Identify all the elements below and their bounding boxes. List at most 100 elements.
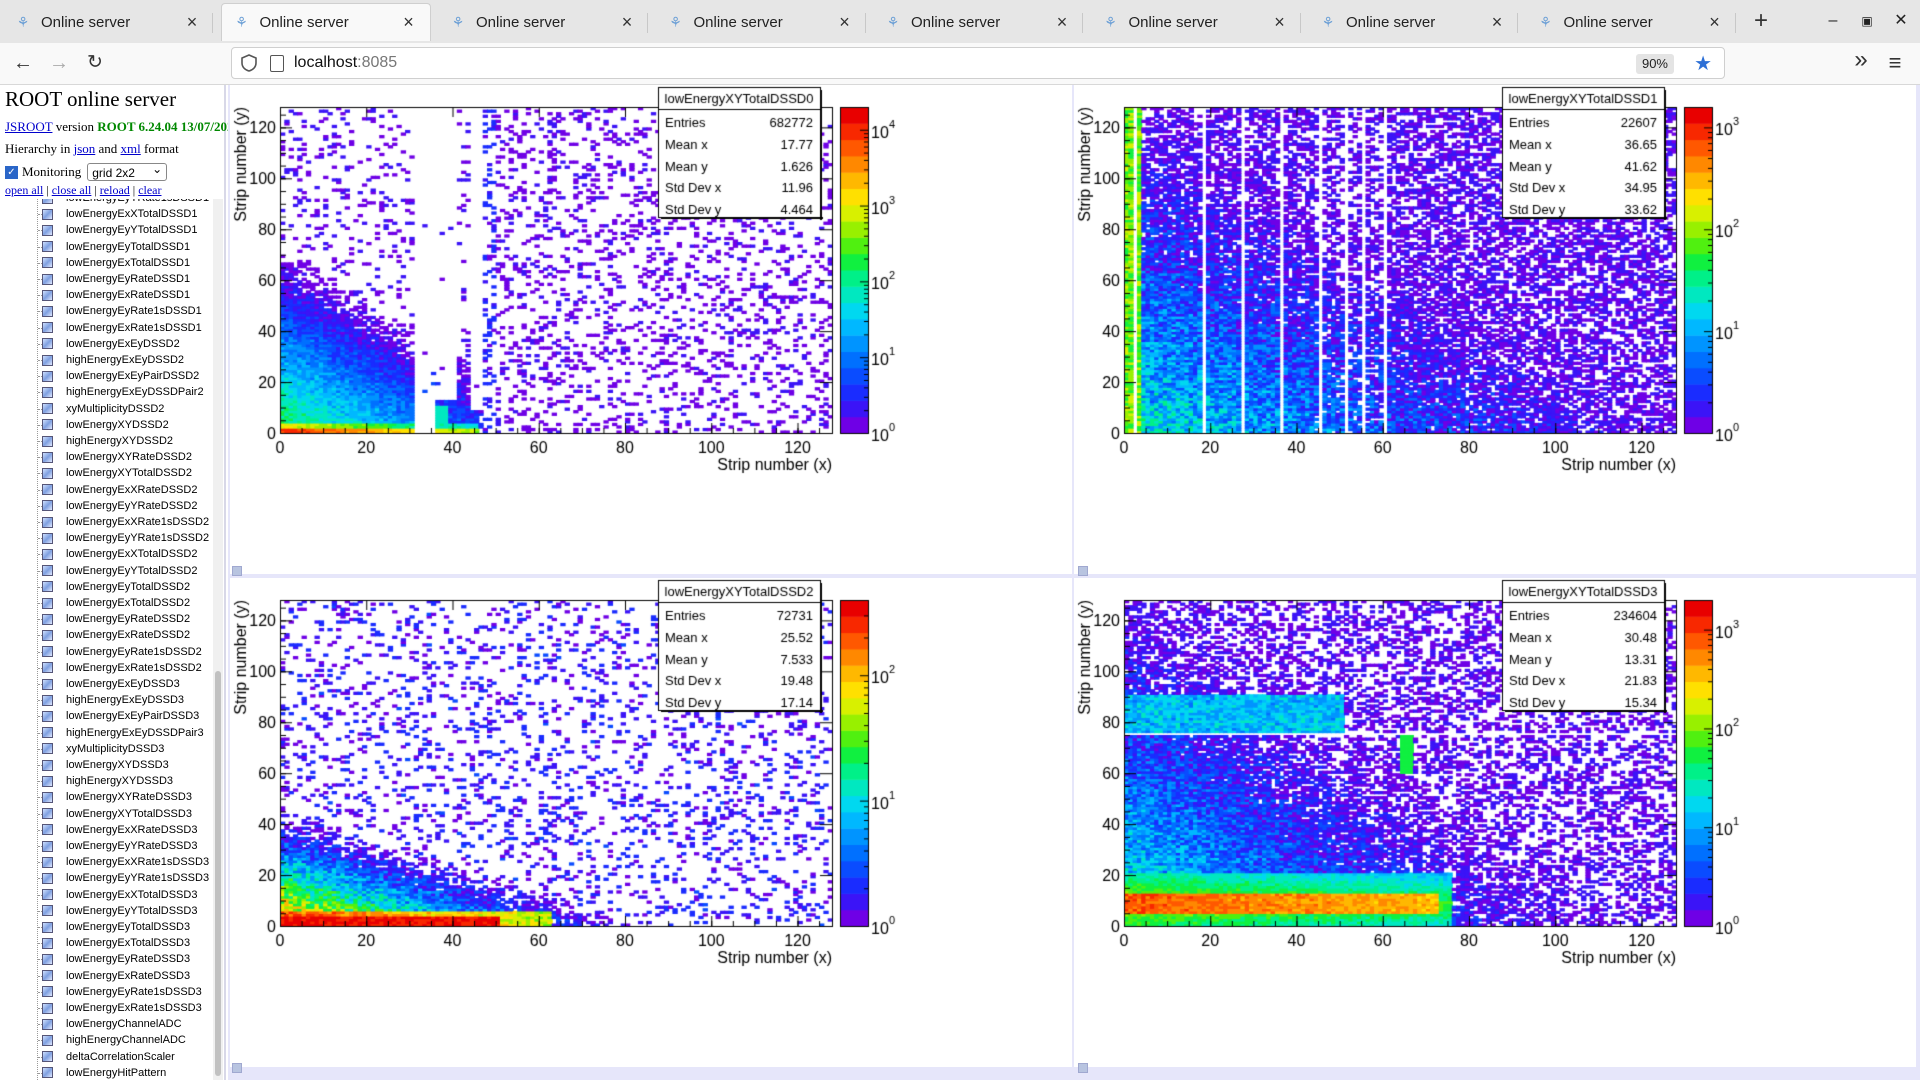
jsroot-link[interactable]: JSROOT (5, 119, 53, 134)
tab-close-icon[interactable]: × (1056, 11, 1068, 32)
histogram-canvas-3[interactable] (1074, 578, 1916, 1067)
tree-item[interactable]: highEnergyExEyDSSD3 (38, 692, 184, 708)
tree-item[interactable]: lowEnergyEyYRateDSSD2 (38, 498, 197, 514)
histogram-canvas-2[interactable] (230, 578, 1072, 1067)
scrollbar-thumb[interactable] (215, 671, 221, 1076)
tree-item[interactable]: lowEnergyExXTotalDSSD3 (38, 887, 197, 903)
tab-close-icon[interactable]: × (403, 12, 414, 32)
tree-item[interactable]: lowEnergyEyYTotalDSSD2 (38, 563, 197, 579)
tab-close-icon[interactable]: × (621, 11, 633, 32)
zoom-level-badge[interactable]: 90% (1635, 54, 1674, 74)
tab-0[interactable]: ⚘ Online server × (3, 3, 213, 41)
tree-item[interactable]: lowEnergyEyRateDSSD1 (38, 271, 190, 287)
tree-item[interactable]: lowEnergyEyYRate1sDSSD3 (38, 870, 209, 886)
tab-7[interactable]: ⚘ Online server × (1526, 3, 1736, 41)
layout-select[interactable]: grid 2x2 (87, 160, 168, 181)
resize-handle[interactable] (232, 566, 242, 576)
tree-item[interactable]: lowEnergyHitPattern (38, 1065, 166, 1080)
tree-item[interactable]: lowEnergyExXRate1sDSSD2 (38, 514, 209, 530)
xml-link[interactable]: xml (120, 141, 141, 156)
tree-item[interactable]: lowEnergyEyRateDSSD3 (38, 951, 190, 967)
tree-item[interactable]: lowEnergyExEyDSSD3 (38, 676, 180, 692)
tree-item[interactable]: lowEnergyXYDSSD3 (38, 757, 169, 773)
tree-item[interactable]: lowEnergyEyTotalDSSD3 (38, 919, 190, 935)
tree-item[interactable]: lowEnergyEyRate1sDSSD2 (38, 644, 202, 660)
tree-item[interactable]: highEnergyXYDSSD2 (38, 433, 173, 449)
tree-item[interactable]: xyMultiplicityDSSD3 (38, 741, 164, 757)
close-all-link[interactable]: close all (51, 183, 92, 197)
tab-4[interactable]: ⚘ Online server × (873, 3, 1083, 41)
tree-item[interactable]: lowEnergyXYRateDSSD2 (38, 449, 192, 465)
tree-item[interactable]: lowEnergyEyRateDSSD2 (38, 611, 190, 627)
histogram-canvas-1[interactable] (1074, 85, 1916, 574)
tree-item[interactable]: lowEnergyEyRate1sDSSD3 (38, 984, 202, 1000)
window-close-icon[interactable]: ✕ (1894, 12, 1908, 29)
tree-item[interactable]: highEnergyXYDSSD3 (38, 773, 173, 789)
tree-item[interactable]: lowEnergyExTotalDSSD3 (38, 935, 190, 951)
overflow-icon[interactable]: » (1854, 46, 1868, 73)
tree-item[interactable]: highEnergyExEyDSSDPair2 (38, 384, 204, 400)
reload-link[interactable]: reload (99, 183, 130, 197)
tab-close-icon[interactable]: × (1709, 11, 1720, 32)
tree-item[interactable]: lowEnergyExRate1sDSSD2 (38, 660, 202, 676)
tree-item[interactable]: lowEnergyExEyPairDSSD2 (38, 368, 199, 384)
maximize-icon[interactable]: ▣ (1861, 14, 1873, 28)
tab-2[interactable]: ⚘ Online server × (438, 3, 648, 41)
url-text[interactable]: localhost:8085 (294, 54, 398, 71)
bookmark-star-icon[interactable]: ★ (1694, 53, 1712, 75)
menu-icon[interactable]: ≡ (1888, 50, 1902, 75)
monitoring-checkbox[interactable]: ✓ (5, 165, 18, 179)
tree-scrollbar[interactable] (213, 199, 223, 1080)
tree-item[interactable]: lowEnergyXYTotalDSSD3 (38, 806, 192, 822)
tab-6[interactable]: ⚘ Online server × (1308, 3, 1518, 41)
tab-close-icon[interactable]: × (186, 11, 198, 32)
tree-item[interactable]: lowEnergyExRateDSSD3 (38, 968, 190, 984)
tree-item[interactable]: lowEnergyXYDSSD2 (38, 417, 169, 433)
tree-item[interactable]: lowEnergyExRateDSSD2 (38, 627, 190, 643)
tree-item[interactable]: xyMultiplicityDSSD2 (38, 401, 164, 417)
tab-close-icon[interactable]: × (839, 11, 850, 32)
shield-icon[interactable] (240, 54, 258, 72)
tree-item[interactable]: highEnergyExEyDSSDPair3 (38, 725, 204, 741)
url-bar[interactable]: localhost:8085 90% ★ (231, 47, 1725, 79)
tree-item[interactable]: lowEnergyEyRate1sDSSD1 (38, 303, 202, 319)
tree-item[interactable]: lowEnergyExRateDSSD1 (38, 287, 190, 303)
tree-item[interactable]: lowEnergyEyTotalDSSD1 (38, 239, 190, 255)
reload-icon[interactable]: ↻ (87, 52, 103, 73)
resize-handle[interactable] (232, 1063, 242, 1073)
tree-item[interactable]: lowEnergyExEyDSSD2 (38, 336, 180, 352)
tree-item[interactable]: lowEnergyEyYRateDSSD3 (38, 838, 197, 854)
tree-item[interactable]: lowEnergyEyYTotalDSSD1 (38, 222, 197, 238)
clear-link[interactable]: clear (138, 183, 162, 197)
tab-1[interactable]: ⚘ Online server × (220, 3, 431, 41)
tree-item[interactable]: lowEnergyExXRateDSSD3 (38, 822, 197, 838)
tree-item[interactable]: lowEnergyExRate1sDSSD1 (38, 320, 202, 336)
tree-item[interactable]: highEnergyChannelADC (38, 1032, 186, 1048)
tree-item[interactable]: lowEnergyExXTotalDSSD2 (38, 546, 197, 562)
tree-item[interactable]: lowEnergyEyYTotalDSSD3 (38, 903, 197, 919)
minimize-icon[interactable]: – (1828, 12, 1838, 29)
forward-icon[interactable]: → (49, 52, 69, 74)
json-link[interactable]: json (73, 141, 96, 156)
open-all-link[interactable]: open all (5, 183, 44, 197)
back-icon[interactable]: ← (13, 52, 33, 74)
tree-item[interactable]: lowEnergyExXTotalDSSD1 (38, 206, 197, 222)
tree-item[interactable]: highEnergyExEyDSSD2 (38, 352, 184, 368)
resize-handle[interactable] (1078, 1063, 1088, 1073)
tree-item[interactable]: lowEnergyXYRateDSSD3 (38, 789, 192, 805)
tree-item[interactable]: lowEnergyExEyPairDSSD3 (38, 708, 199, 724)
tree-item[interactable]: lowEnergyEyTotalDSSD2 (38, 579, 190, 595)
tree-item[interactable]: lowEnergyEyYRate1sDSSD1 (42, 199, 209, 206)
tree-item[interactable]: lowEnergyExXRateDSSD2 (38, 482, 197, 498)
new-tab-button[interactable]: + (1753, 7, 1768, 34)
tab-close-icon[interactable]: × (1274, 11, 1285, 32)
tree-item[interactable]: lowEnergyExXRate1sDSSD3 (38, 854, 209, 870)
tab-5[interactable]: ⚘ Online server × (1091, 3, 1301, 41)
tree-item[interactable]: lowEnergyEyYRate1sDSSD2 (38, 530, 209, 546)
tab-close-icon[interactable]: × (1491, 11, 1503, 32)
tab-3[interactable]: ⚘ Online server × (656, 3, 866, 41)
tree-item[interactable]: deltaCorrelationScaler (38, 1049, 175, 1065)
tree-item[interactable]: lowEnergyChannelADC (38, 1016, 182, 1032)
histogram-canvas-0[interactable] (230, 85, 1072, 574)
tree-item[interactable]: lowEnergyExTotalDSSD1 (38, 255, 190, 271)
